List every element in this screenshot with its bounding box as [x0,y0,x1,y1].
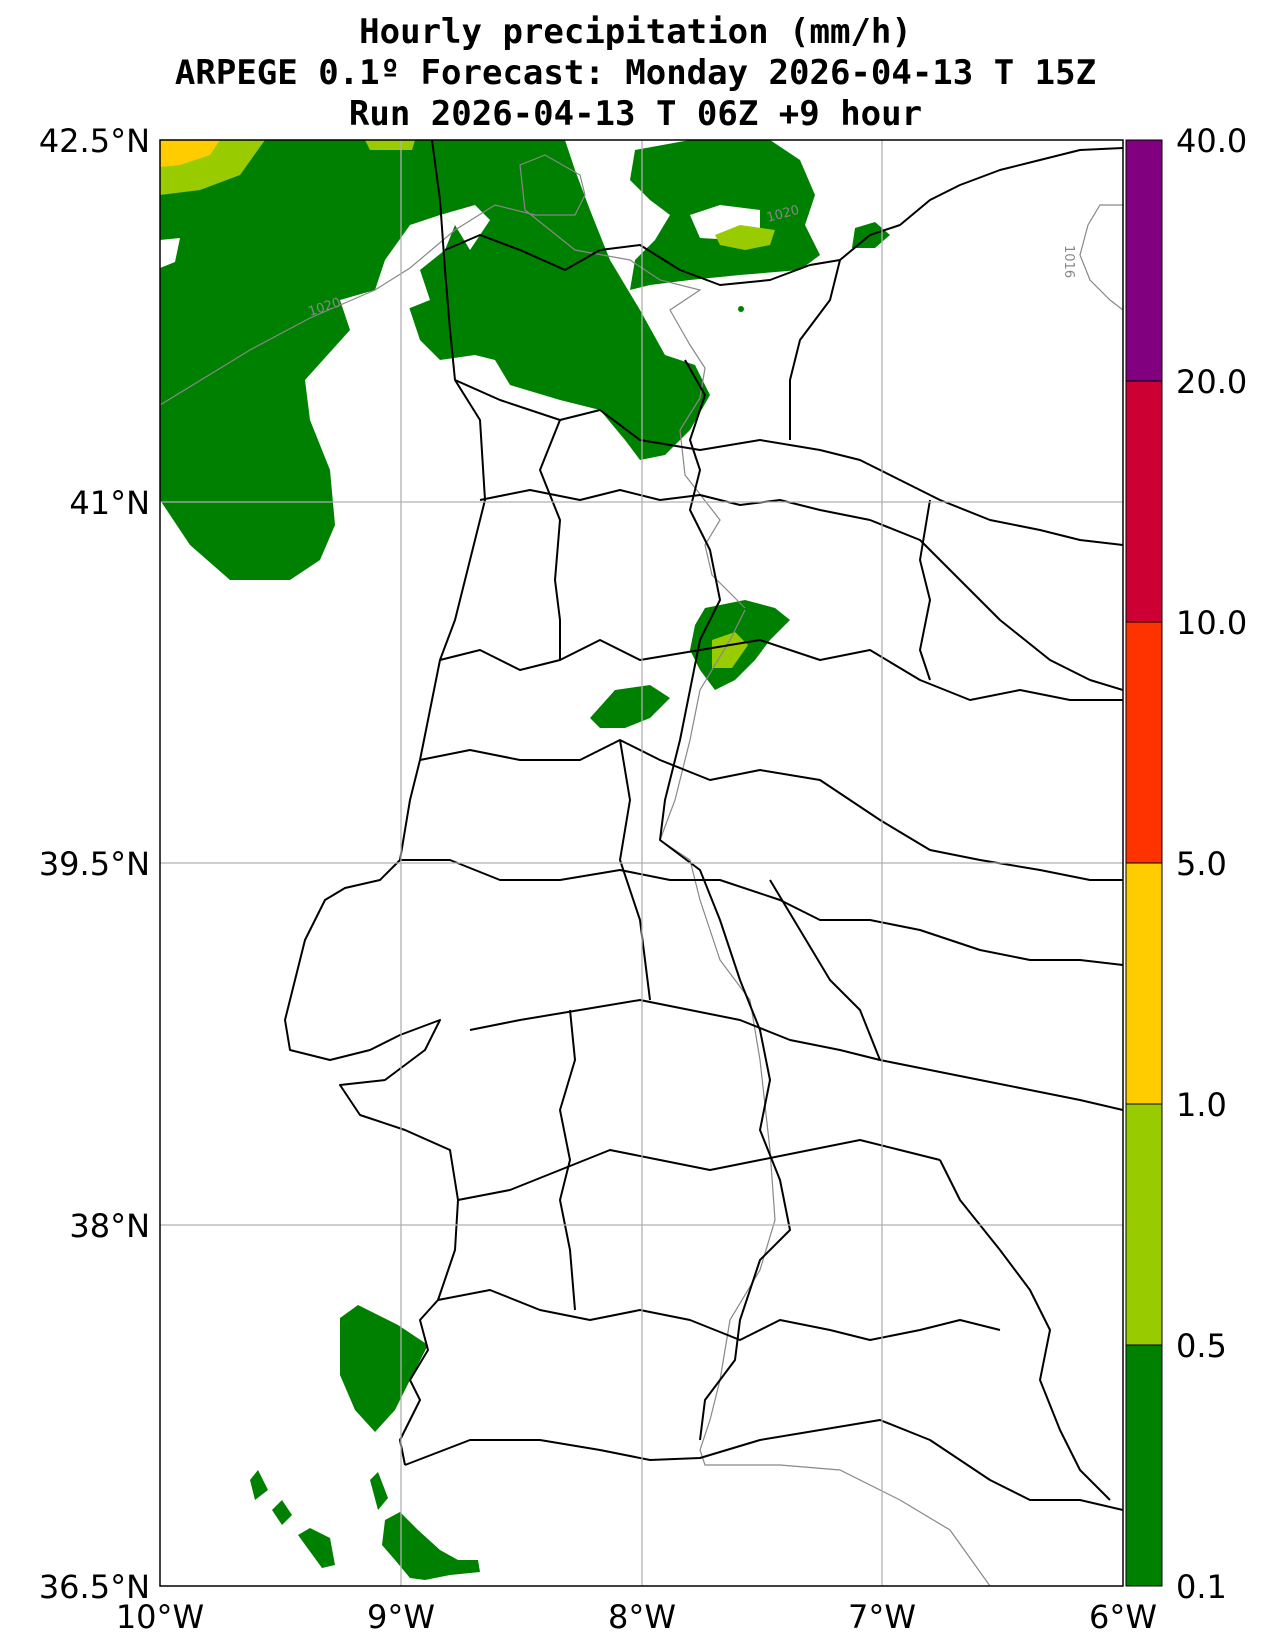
district-border-14 [919,499,931,681]
title-line-3: Run 2026-04-13 T 06Z +9 hour [348,94,923,134]
precipitation-layer [160,140,890,1580]
precip-speck [738,306,744,312]
precip-hole-2 [160,238,180,268]
district-border-9 [437,1289,1001,1341]
precip-moderate-nw-corner [160,140,220,167]
coastline-west [284,140,486,1466]
colorbar-segment [1125,380,1163,623]
title-line-2: ARPEGE 0.1º Forecast: Monday 2026-04-13 … [174,53,1097,93]
precip-area-northwest [160,140,710,580]
precip-hole-1 [375,215,455,310]
lon-axis: 10°W 9°W 8°W 7°W 6°W [116,1598,1157,1636]
colorbar-label: 10.0 [1176,604,1247,642]
colorbar-label: 20.0 [1176,363,1247,401]
lon-tick-label: 10°W [116,1598,204,1636]
district-border-5 [400,859,1123,966]
isobar-label-3: 1016 [1061,245,1076,278]
gridlines [160,140,1123,1586]
lat-tick-label: 42.5°N [39,122,150,160]
precip-area-south-2 [382,1512,480,1580]
lat-tick-label: 39.5°N [39,845,150,883]
precip-island-1 [250,1470,268,1500]
district-border-10 [559,1009,576,1311]
isobar-south [659,609,991,1586]
district-border-4 [419,739,1123,881]
precip-island-2 [272,1500,292,1525]
isobar-1020 [160,154,746,609]
lon-tick-label: 8°W [608,1598,676,1636]
colorbar-label: 5.0 [1176,845,1227,883]
precip-light-north [715,225,775,250]
colorbar-segment [1125,1344,1163,1587]
district-border-13 [789,259,841,440]
colorbar-segment [1125,862,1163,1105]
lat-tick-label: 38°N [69,1207,150,1245]
precip-area-center-west [590,685,670,728]
colorbar-segment [1125,621,1163,864]
lat-axis: 42.5°N 41°N 39.5°N 38°N 36.5°N [39,122,150,1606]
lon-tick-label: 9°W [367,1598,435,1636]
lat-tick-label: 41°N [69,484,150,522]
precip-island-3 [298,1528,335,1568]
lon-tick-label: 6°W [1089,1598,1157,1636]
district-border-6 [469,999,1123,1111]
colorbar-segment [1125,1103,1163,1346]
precip-light-center [712,632,748,668]
spain-border-east [659,359,791,1441]
precip-island-4 [370,1472,388,1510]
district-border-8 [939,1159,1111,1501]
chart-title: Hourly precipitation (mm/h) ARPEGE 0.1º … [0,12,1271,135]
precip-area-southwest [340,1305,428,1432]
district-border-11 [769,879,881,1061]
district-border-2 [479,489,1123,691]
isobar-1016 [1079,204,1123,311]
district-border-3 [439,639,1123,701]
borders-layer [284,140,1123,1511]
spain-border-north [444,147,1123,286]
colorbar: 0.1 0.5 1.0 5.0 10.0 20.0 40.0 [1125,122,1247,1606]
district-border-7 [457,1139,941,1201]
colorbar-label: 40.0 [1176,122,1247,160]
lon-tick-label: 7°W [848,1598,916,1636]
district-border-12 [539,419,561,660]
colorbar-label: 0.5 [1176,1327,1227,1365]
colorbar-label: 0.1 [1176,1568,1227,1606]
colorbar-label: 1.0 [1176,1086,1227,1124]
map-frame [159,139,1124,1587]
lat-tick-label: 36.5°N [39,1568,150,1606]
precip-light-top [365,140,415,150]
district-border-1 [454,379,1123,546]
district-border-15 [619,739,651,1001]
colorbar-segment [1125,139,1163,382]
title-line-1: Hourly precipitation (mm/h) [359,12,912,52]
coastline-south [404,1419,1123,1511]
